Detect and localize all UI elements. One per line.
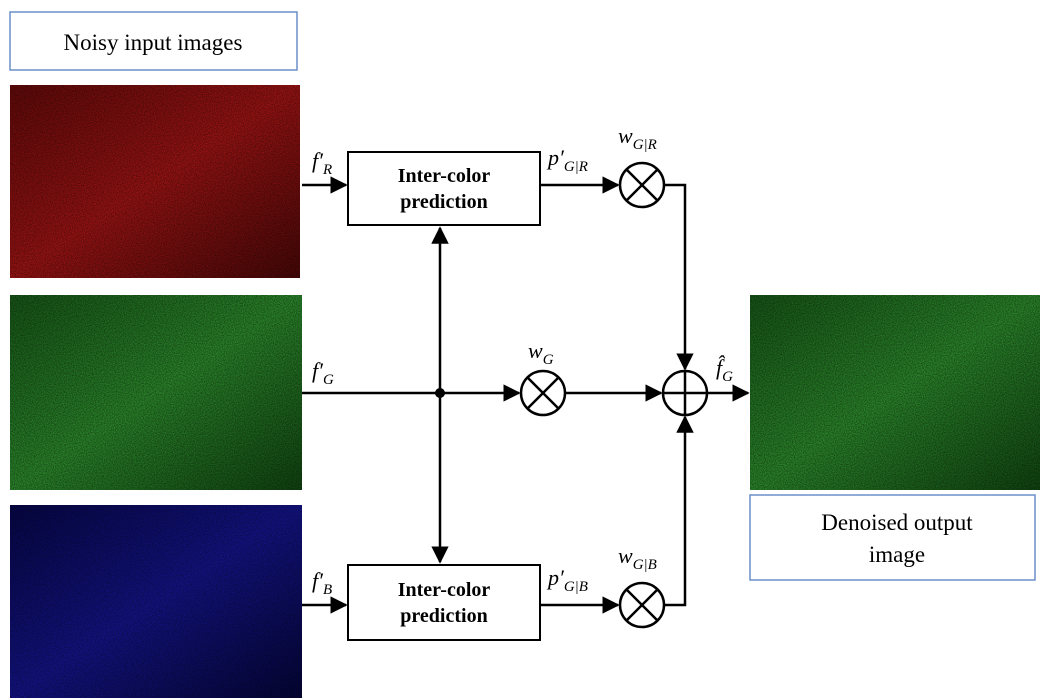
signal-main: p′ bbox=[546, 565, 565, 590]
multiplier bbox=[620, 583, 664, 627]
green-image bbox=[10, 295, 302, 490]
signal-main: w bbox=[618, 123, 633, 148]
output-label: Denoised output bbox=[821, 510, 973, 535]
signal-sub: G bbox=[722, 369, 733, 385]
signal-sub: G|B bbox=[564, 579, 588, 595]
signal-sub: G bbox=[323, 372, 334, 388]
input-label: Noisy input images bbox=[64, 30, 243, 55]
signal-main: w bbox=[618, 543, 633, 568]
output-label-box bbox=[750, 495, 1035, 580]
output-label: image bbox=[869, 542, 925, 567]
signal-sub: G bbox=[543, 352, 554, 368]
signal-label: wG|R bbox=[618, 123, 657, 153]
signal-main: p′ bbox=[546, 145, 565, 170]
signal-sub: G|B bbox=[633, 557, 657, 573]
multiplier bbox=[620, 163, 664, 207]
signal-sub: B bbox=[323, 582, 332, 598]
predictor-label: Inter-color bbox=[398, 165, 491, 187]
signal-main: w bbox=[528, 338, 543, 363]
signal-label: f′G bbox=[312, 358, 334, 388]
signal-label: p′G|R bbox=[546, 145, 588, 175]
output-image bbox=[750, 295, 1040, 490]
signal-label: f′R bbox=[312, 148, 332, 178]
predictor-label: Inter-color bbox=[398, 579, 491, 601]
signal-sub: R bbox=[322, 162, 332, 178]
predictor-box bbox=[348, 152, 540, 225]
signal-label: f̂G bbox=[716, 355, 733, 385]
predictor-label: prediction bbox=[400, 605, 487, 627]
predictor-label: prediction bbox=[400, 191, 487, 213]
adder bbox=[663, 371, 707, 415]
blue-image bbox=[10, 505, 302, 698]
signal-label: f′B bbox=[312, 568, 332, 598]
signal-sub: G|R bbox=[633, 137, 657, 153]
multiplier bbox=[521, 371, 565, 415]
wires bbox=[302, 185, 748, 605]
signal-label: wG|B bbox=[618, 543, 657, 573]
signal-sub: G|R bbox=[564, 159, 588, 175]
red-image bbox=[10, 85, 300, 278]
predictor-box bbox=[348, 565, 540, 640]
diagram: Noisy input images Denoised output image… bbox=[0, 0, 1042, 698]
signal-label: wG bbox=[528, 338, 554, 368]
signal-label: p′G|B bbox=[546, 565, 588, 595]
